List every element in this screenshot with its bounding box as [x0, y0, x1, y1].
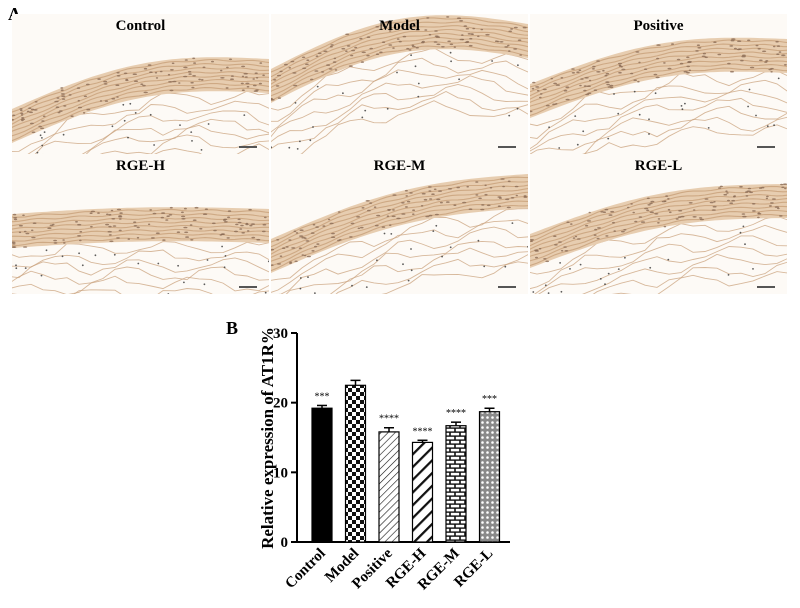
micrograph-label: RGE-H — [115, 158, 166, 174]
micrograph-control: Control — [12, 14, 269, 154]
vessel-section — [12, 57, 269, 154]
micrograph-model: Model — [271, 14, 528, 154]
significance-label: *** — [482, 394, 497, 405]
micrograph-positive: Positive — [530, 14, 787, 154]
micrograph-rge-l: RGE-L — [530, 154, 787, 294]
significance-label: **** — [413, 426, 433, 437]
scale-bar — [498, 286, 516, 288]
vessel-section — [12, 206, 269, 294]
micrograph-rge-m: RGE-M — [271, 154, 528, 294]
y-tick-label: 0 — [281, 535, 289, 551]
y-axis-label: Relative expression of AT1R% — [258, 327, 277, 549]
scale-bar — [498, 146, 516, 148]
y-tick-label: 10 — [273, 465, 288, 481]
bar-positive — [378, 431, 400, 543]
scale-bar — [239, 146, 257, 148]
scale-bar — [757, 286, 775, 288]
micrograph-label: RGE-M — [373, 158, 426, 174]
vessel-section — [271, 173, 528, 294]
y-tick-label: 30 — [273, 326, 288, 342]
bar-rge-h — [411, 441, 434, 543]
micrograph-rge-h: RGE-H — [12, 154, 269, 294]
bar-rge-l — [478, 411, 501, 543]
bar-control — [311, 407, 333, 543]
significance-label: **** — [379, 414, 399, 425]
x-tick-label: Control — [282, 546, 328, 592]
scale-bar — [757, 146, 775, 148]
panel-b-letter: B — [226, 318, 239, 338]
vessel-section — [530, 183, 787, 294]
scale-bar — [239, 286, 257, 288]
y-tick-label: 20 — [273, 396, 288, 412]
micrograph-label: Positive — [633, 18, 684, 34]
vessel-section — [530, 37, 787, 154]
micrograph-label: Model — [379, 18, 420, 34]
vessel-section — [271, 15, 528, 154]
significance-label: **** — [446, 408, 466, 419]
bar-model — [344, 384, 367, 543]
bar-rge-m — [445, 425, 467, 543]
micrograph-label: Control — [115, 18, 166, 34]
significance-label: *** — [315, 391, 330, 402]
micrograph-label: RGE-L — [634, 158, 683, 174]
